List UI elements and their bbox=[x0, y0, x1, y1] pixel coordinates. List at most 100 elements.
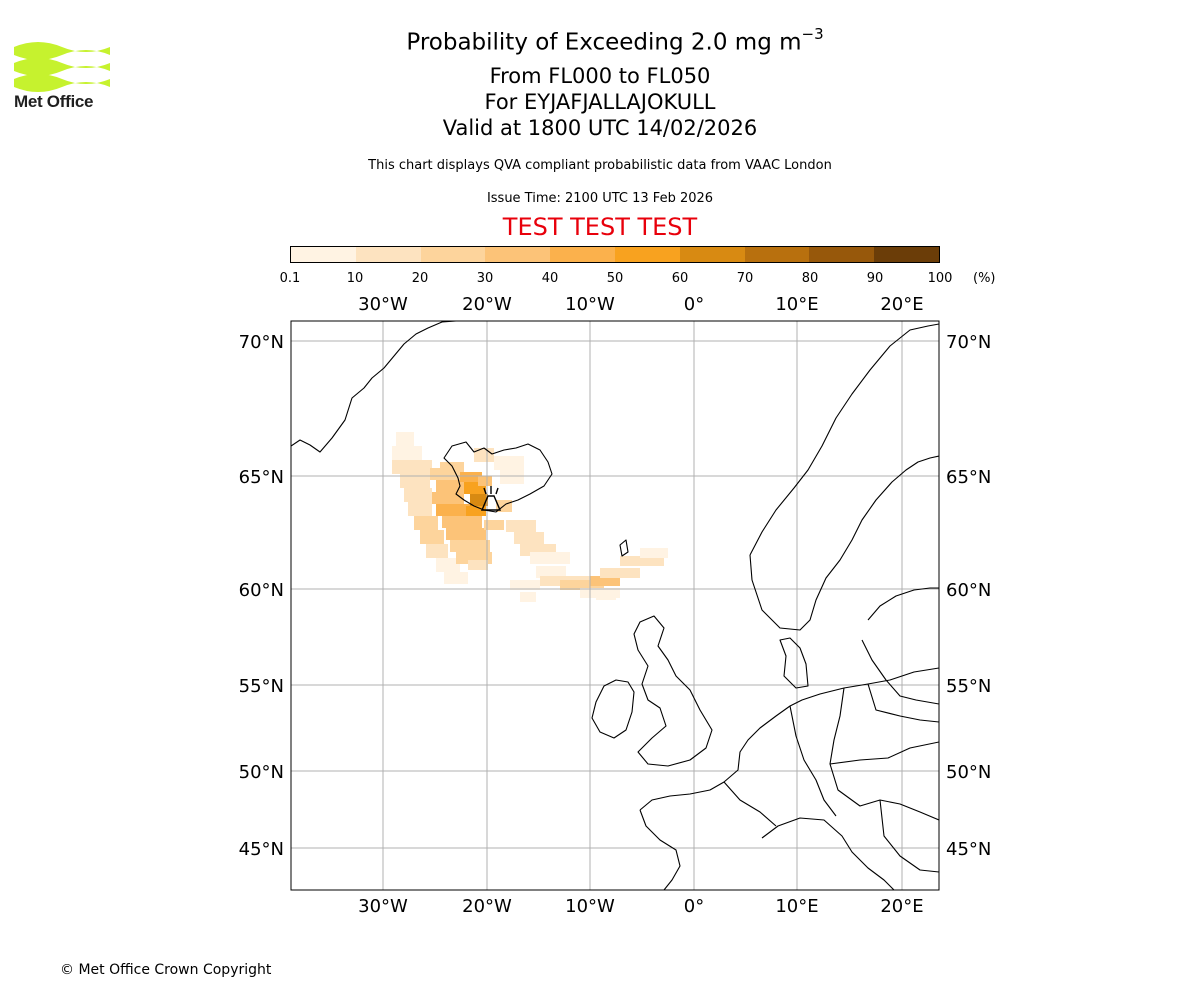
lon-label-top: 10°E bbox=[775, 294, 818, 315]
ash-cell bbox=[392, 460, 432, 474]
test-banner: TEST TEST TEST bbox=[502, 213, 698, 241]
colorbar-tick-label: 0.1 bbox=[279, 271, 301, 286]
ash-cell bbox=[414, 516, 438, 530]
lat-label-left: 60°N bbox=[239, 580, 284, 601]
colorbar-tick-label: 60 bbox=[671, 271, 689, 286]
ash-cell bbox=[520, 592, 536, 602]
logo-text: Met Office bbox=[14, 92, 94, 111]
lat-label-right: 45°N bbox=[946, 839, 991, 860]
lon-label-top: 10°W bbox=[565, 294, 615, 315]
ash-cell bbox=[596, 592, 616, 600]
map-frame bbox=[290, 320, 940, 891]
ash-cell bbox=[436, 480, 464, 492]
lat-label-right: 55°N bbox=[946, 676, 991, 697]
lon-label-bottom: 10°E bbox=[775, 896, 818, 917]
ash-cell bbox=[506, 520, 536, 532]
chart-title: Probability of Exceeding 2.0 mg m−3 bbox=[406, 25, 824, 56]
ash-cell bbox=[494, 456, 524, 470]
ash-cell bbox=[432, 492, 464, 504]
colorbar-segment bbox=[874, 247, 939, 262]
ash-cell bbox=[400, 474, 430, 488]
lat-label-left: 55°N bbox=[239, 676, 284, 697]
ash-cell bbox=[436, 558, 460, 572]
colorbar-tick-label: 80 bbox=[801, 271, 819, 286]
ash-cell bbox=[436, 504, 470, 516]
volcano-icon bbox=[480, 486, 502, 511]
chart-title-exponent: −3 bbox=[801, 25, 824, 43]
coastlines bbox=[291, 321, 939, 890]
valid-time: Valid at 1800 UTC 14/02/2026 bbox=[442, 116, 758, 140]
axis-labels: 30°W 30°W 20°W 20°W 10°W 10°W 0° 0° 10°E 10°E 20°E… bbox=[239, 294, 992, 917]
colorbar-unit: (%) bbox=[973, 271, 996, 286]
lon-label-top: 20°E bbox=[880, 294, 923, 315]
lon-label-top: 0° bbox=[684, 294, 704, 315]
ash-cell bbox=[466, 506, 486, 516]
colorbar-segment bbox=[420, 247, 486, 262]
lat-label-right: 70°N bbox=[946, 332, 991, 353]
ash-cell bbox=[408, 502, 432, 516]
lat-label-left: 45°N bbox=[239, 839, 284, 860]
ash-cell bbox=[590, 576, 620, 586]
ash-cell bbox=[530, 552, 570, 564]
colorbar-tick-label: 100 bbox=[927, 271, 953, 286]
ash-cell bbox=[396, 432, 414, 446]
lon-label-bottom: 30°W bbox=[358, 896, 408, 917]
ash-cell bbox=[392, 446, 422, 460]
ash-cell bbox=[484, 520, 504, 530]
ash-cell bbox=[450, 540, 490, 552]
lon-label-bottom: 20°W bbox=[462, 896, 512, 917]
flight-levels: From FL000 to FL050 bbox=[489, 64, 711, 88]
lon-label-bottom: 0° bbox=[684, 896, 704, 917]
ash-cell bbox=[500, 470, 524, 484]
ash-cell bbox=[470, 494, 488, 506]
ash-cell bbox=[404, 488, 432, 502]
lat-label-right: 50°N bbox=[946, 762, 991, 783]
copyright: © Met Office Crown Copyright bbox=[60, 962, 272, 978]
colorbar-tick-label: 20 bbox=[411, 271, 429, 286]
colorbar-segment bbox=[614, 247, 680, 262]
ash-cell bbox=[420, 530, 444, 544]
colorbar-segment bbox=[550, 247, 615, 262]
chart-title-text: Probability of Exceeding 2.0 mg m bbox=[406, 29, 802, 56]
colorbar-tick-label: 70 bbox=[736, 271, 754, 286]
colorbar-segment bbox=[485, 247, 551, 262]
colorbar-tick-label: 30 bbox=[476, 271, 494, 286]
ash-cell bbox=[442, 516, 482, 528]
ash-cell bbox=[600, 568, 640, 578]
volcano-name: For EYJAFJALLAJOKULL bbox=[484, 90, 716, 114]
ash-cell bbox=[620, 556, 664, 566]
graticule bbox=[291, 321, 939, 890]
ash-cell bbox=[514, 532, 544, 544]
colorbar-tick-label: 10 bbox=[346, 271, 364, 286]
colorbar-tick-label: 50 bbox=[606, 271, 624, 286]
colorbar-segment bbox=[809, 247, 875, 262]
ash-cell bbox=[478, 476, 492, 486]
lat-label-left: 65°N bbox=[239, 467, 284, 488]
colorbar-tick-label: 40 bbox=[541, 271, 559, 286]
ash-cell bbox=[536, 566, 566, 578]
lon-label-bottom: 10°W bbox=[565, 896, 615, 917]
colorbar-segment bbox=[291, 247, 356, 262]
ash-probability-field bbox=[392, 432, 668, 602]
colorbar-tick-label: 90 bbox=[866, 271, 884, 286]
ash-cell bbox=[474, 448, 494, 462]
met-office-logo-icon bbox=[14, 42, 110, 92]
chart-description: This chart displays QVA compliant probab… bbox=[368, 158, 832, 173]
ash-cell bbox=[510, 580, 540, 590]
ash-cell bbox=[560, 580, 604, 590]
ash-cell bbox=[468, 560, 488, 570]
issue-time: Issue Time: 2100 UTC 13 Feb 2026 bbox=[486, 191, 714, 206]
lat-label-left: 50°N bbox=[239, 762, 284, 783]
colorbar-segment bbox=[744, 247, 810, 262]
lat-label-right: 65°N bbox=[946, 467, 991, 488]
ash-cell bbox=[460, 472, 482, 482]
lon-label-top: 30°W bbox=[358, 294, 408, 315]
ash-cell bbox=[640, 548, 668, 558]
lat-label-right: 60°N bbox=[946, 580, 991, 601]
colorbar-segment bbox=[679, 247, 745, 262]
colorbar bbox=[290, 246, 940, 263]
lon-label-top: 20°W bbox=[462, 294, 512, 315]
ash-cell bbox=[426, 544, 448, 558]
colorbar-segment bbox=[355, 247, 421, 262]
